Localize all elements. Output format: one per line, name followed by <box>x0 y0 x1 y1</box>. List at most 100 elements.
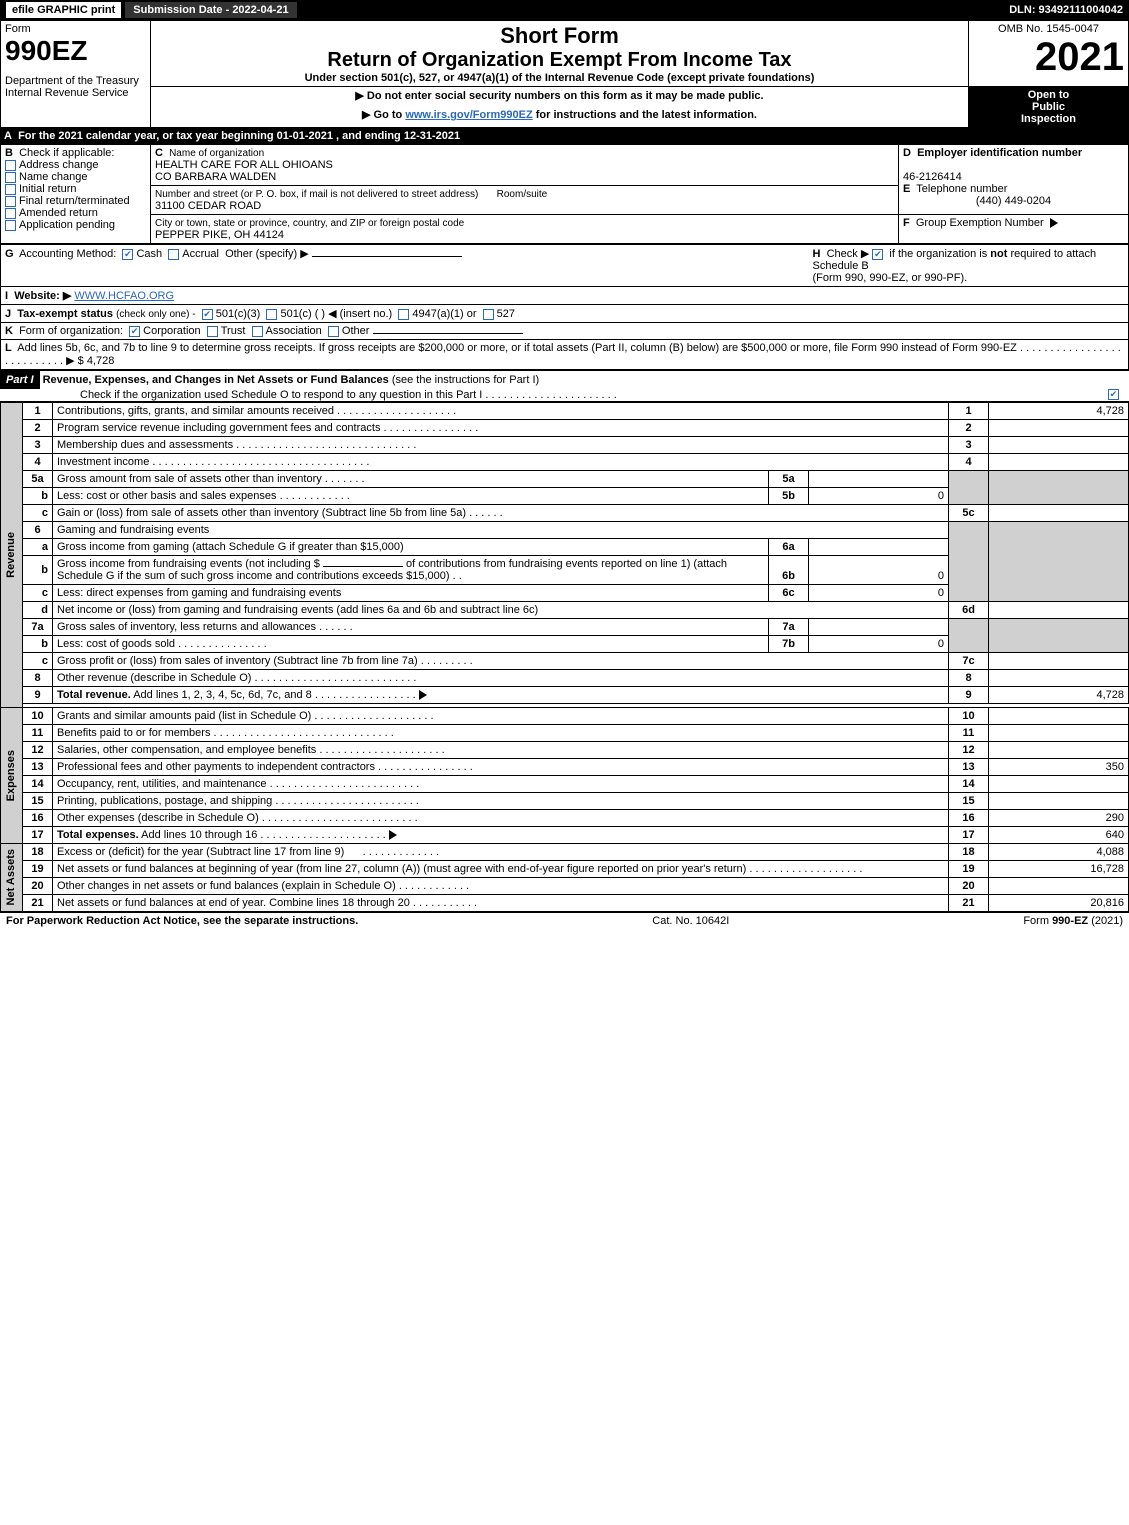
line-6d: d Net income or (loss) from gaming and f… <box>1 602 1129 619</box>
line-5-grayamt <box>989 471 1129 505</box>
initial-return-checkbox[interactable] <box>5 184 16 195</box>
line-20-box: 20 <box>949 878 989 895</box>
section-h-cell: H Check ▶ if the organization is not req… <box>809 245 1129 287</box>
line-17-box: 17 <box>949 827 989 844</box>
name-of-org-label: Name of organization <box>169 148 264 159</box>
line-6b-num: b <box>23 556 53 585</box>
schedule-o-checkbox[interactable] <box>1108 389 1119 400</box>
line-7b-desc: Less: cost of goods sold . . . . . . . .… <box>53 636 769 653</box>
line-7a: 7a Gross sales of inventory, less return… <box>1 619 1129 636</box>
tax-year: 2021 <box>973 35 1124 80</box>
line-6c-desc: Less: direct expenses from gaming and fu… <box>53 585 769 602</box>
group-exemption-label: Group Exemption Number <box>916 217 1044 229</box>
line-3: 3 Membership dues and assessments . . . … <box>1 437 1129 454</box>
accounting-method-label: Accounting Method: <box>19 248 116 260</box>
line-12-box: 12 <box>949 742 989 759</box>
part1-check-text: Check if the organization used Schedule … <box>80 389 482 401</box>
line-6c-num: c <box>23 585 53 602</box>
line-11-amt <box>989 725 1129 742</box>
room-label: Room/suite <box>497 189 548 200</box>
line-2-desc: Program service revenue including govern… <box>53 420 949 437</box>
line-13-num: 13 <box>23 759 53 776</box>
501c-label: 501(c) ( ) ◀ (insert no.) <box>280 308 392 320</box>
line-13: 13 Professional fees and other payments … <box>1 759 1129 776</box>
line-13-amt: 350 <box>989 759 1129 776</box>
address-change-label: Address change <box>19 159 99 171</box>
other-method-input[interactable] <box>312 256 462 257</box>
trust-label: Trust <box>221 325 246 337</box>
no-ssn-warning: ▶ Do not enter social security numbers o… <box>155 89 964 102</box>
line-8-desc: Other revenue (describe in Schedule O) .… <box>53 670 949 687</box>
website-link[interactable]: WWW.HCFAO.ORG <box>74 290 174 302</box>
line-6a-inamt <box>809 539 949 556</box>
ein-value: 46-2126414 <box>903 171 962 183</box>
application-pending-checkbox[interactable] <box>5 220 16 231</box>
line-16-box: 16 <box>949 810 989 827</box>
line-8: 8 Other revenue (describe in Schedule O)… <box>1 670 1129 687</box>
short-form-title: Short Form <box>155 23 964 49</box>
501c3-checkbox[interactable] <box>202 309 213 320</box>
check-if-applicable: Check if applicable: <box>19 147 114 159</box>
line-19-box: 19 <box>949 861 989 878</box>
corporation-label: Corporation <box>143 325 200 337</box>
line-6a-inbox: 6a <box>769 539 809 556</box>
amended-return-checkbox[interactable] <box>5 208 16 219</box>
line-6b-input[interactable] <box>323 566 403 567</box>
527-checkbox[interactable] <box>483 309 494 320</box>
trust-checkbox[interactable] <box>207 326 218 337</box>
schedule-b-checkbox[interactable] <box>872 249 883 260</box>
revenue-label: Revenue <box>5 532 17 578</box>
dln-number: DLN: 93492111004042 <box>1009 4 1123 16</box>
corporation-checkbox[interactable] <box>129 326 140 337</box>
line-18-amt: 4,088 <box>989 844 1129 861</box>
section-j-label: J <box>5 308 11 320</box>
part1-see: (see the instructions for Part I) <box>392 374 539 386</box>
other-org-checkbox[interactable] <box>328 326 339 337</box>
line-6d-amt <box>989 602 1129 619</box>
other-org-label: Other <box>342 325 370 337</box>
phone-label: Telephone number <box>916 183 1007 195</box>
form-reference: Form 990-EZ (2021) <box>1023 915 1123 927</box>
part1-label: Part I <box>0 371 40 389</box>
line-12: 12 Salaries, other compensation, and emp… <box>1 742 1129 759</box>
irs-link[interactable]: www.irs.gov/Form990EZ <box>405 109 532 121</box>
line-15-box: 15 <box>949 793 989 810</box>
section-c-city-cell: City or town, state or province, country… <box>151 215 899 244</box>
line-5c: c Gain or (loss) from sale of assets oth… <box>1 505 1129 522</box>
line-16-amt: 290 <box>989 810 1129 827</box>
sections-bcdef-table: B Check if applicable: Address change Na… <box>0 144 1129 244</box>
line-9: 9 Total revenue. Add lines 1, 2, 3, 4, 5… <box>1 687 1129 704</box>
omb-year-cell: OMB No. 1545-0047 2021 <box>969 21 1129 87</box>
527-label: 527 <box>497 308 515 320</box>
website-label: Website: ▶ <box>14 290 71 302</box>
part1-table: Revenue 1 Contributions, gifts, grants, … <box>0 402 1129 912</box>
line-1-num: 1 <box>23 403 53 420</box>
line-6-grayamt <box>989 522 1129 602</box>
section-d-label: D <box>903 147 911 159</box>
line-4-amt <box>989 454 1129 471</box>
line-9-box: 9 <box>949 687 989 704</box>
section-g-cell: G Accounting Method: Cash Accrual Other … <box>1 245 809 287</box>
section-c-street-cell: Number and street (or P. O. box, if mail… <box>151 186 899 215</box>
line-4-desc: Investment income . . . . . . . . . . . … <box>53 454 949 471</box>
phone-value: (440) 449-0204 <box>903 195 1124 207</box>
section-a-text: For the 2021 calendar year, or tax year … <box>18 130 460 142</box>
section-l-text: Add lines 5b, 6c, and 7b to line 9 to de… <box>17 342 1017 354</box>
line-15: 15 Printing, publications, postage, and … <box>1 793 1129 810</box>
final-return-checkbox[interactable] <box>5 196 16 207</box>
cash-checkbox[interactable] <box>122 249 133 260</box>
line-5b-inbox: 5b <box>769 488 809 505</box>
address-change-checkbox[interactable] <box>5 160 16 171</box>
association-checkbox[interactable] <box>252 326 263 337</box>
accrual-checkbox[interactable] <box>168 249 179 260</box>
other-org-input[interactable] <box>373 333 523 334</box>
line-21-desc: Net assets or fund balances at end of ye… <box>53 895 949 912</box>
check-only-one: (check only one) - <box>116 309 195 320</box>
4947-checkbox[interactable] <box>398 309 409 320</box>
name-change-checkbox[interactable] <box>5 172 16 183</box>
line-9-amt: 4,728 <box>989 687 1129 704</box>
501c-checkbox[interactable] <box>266 309 277 320</box>
public: Public <box>973 101 1124 113</box>
under-section: Under section 501(c), 527, or 4947(a)(1)… <box>155 72 964 84</box>
efile-print-button[interactable]: efile GRAPHIC print <box>6 2 121 18</box>
